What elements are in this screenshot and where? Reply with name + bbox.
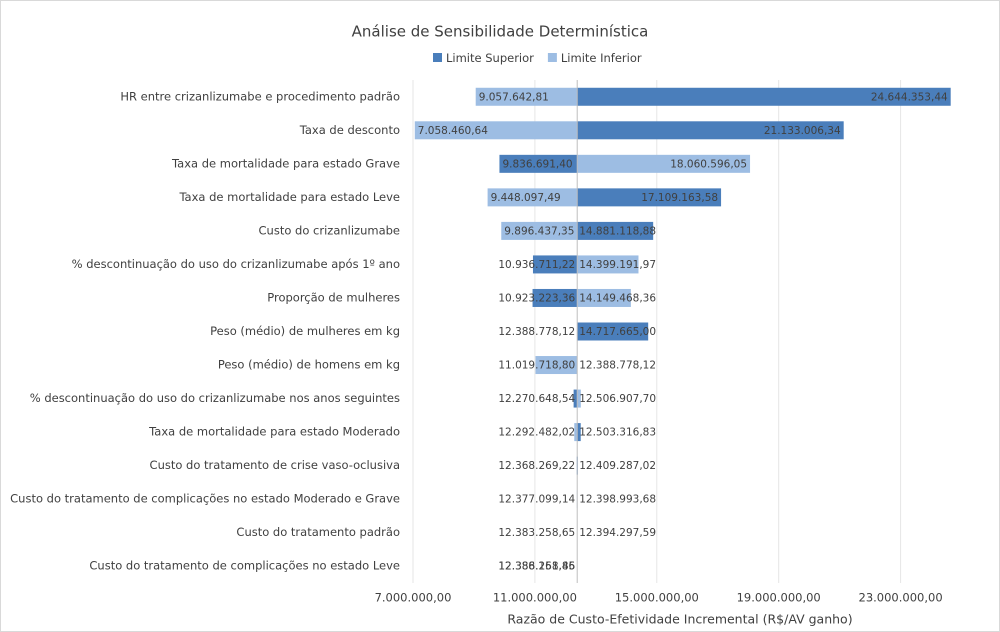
bar [577,389,581,408]
bar [487,188,578,207]
data-label: 18.060.596,05 [670,158,747,170]
category-label: Peso (médio) de homens em kg [218,358,400,372]
x-tick-label: 7.000.000,00 [375,591,452,605]
category-label: % descontinuação do uso do crizanlizumab… [30,391,400,405]
data-label: 14.717.665,00 [579,326,656,338]
x-tick-label: 15.000.000,00 [615,591,699,605]
data-label: 12.368.269,22 [498,460,575,472]
data-label: 21.133.006,34 [764,125,841,137]
legend-label: Limite Inferior [561,51,642,65]
x-axis-title: Razão de Custo-Efetividade Incremental (… [507,612,852,627]
bar [577,255,639,274]
category-label: HR entre crizanlizumabe e procedimento p… [120,89,400,103]
data-label: 11.019.718,80 [498,360,575,372]
data-label: 9.896.437,35 [504,225,574,237]
bar [577,121,844,140]
data-label: 12.388.261,46 [498,561,575,573]
data-label: 12.388.778,12 [498,326,575,338]
category-label: Custo do tratamento de complicações no e… [89,559,400,573]
data-label: 14.149.468,36 [579,292,656,304]
data-label: 12.270.648,54 [498,393,575,405]
category-label: Proporção de mulheres [267,290,400,304]
bar [535,356,578,375]
x-tick-label: 19.000.000,00 [737,591,821,605]
data-label: 24.644.353,44 [871,91,948,103]
chart-title: Análise de Sensibilidade Determinística [352,23,649,41]
bar [577,288,631,307]
x-tick-label: 11.000.000,00 [493,591,577,605]
data-label: 10.923.223,36 [498,292,575,304]
data-label: 10.936.711,22 [498,259,575,271]
category-label: Taxa de mortalidade para estado Grave [171,156,400,170]
data-label: 7.058.460,64 [418,125,488,137]
data-label: 12.388.778,12 [579,360,656,372]
category-label: Taxa de mortalidade para estado Moderado [148,425,400,439]
bar [499,154,578,173]
data-label: 9.836.691,40 [502,158,572,170]
data-label: 12.409.287,02 [579,460,656,472]
bar [577,322,649,341]
data-label: 12.506.907,70 [579,393,656,405]
bar [573,389,578,408]
bar [577,87,951,106]
bar [414,121,578,140]
category-label: % descontinuação do uso do crizanlizumab… [72,257,400,271]
data-label: 12.383.258,65 [498,527,575,539]
category-label: Custo do tratamento de complicações no e… [10,492,400,506]
data-label: 14.881.118,88 [579,225,656,237]
data-label: 12.386.158,85 [498,561,575,573]
bar [574,423,578,442]
data-label: 14.399.191,97 [579,259,656,271]
data-label: 17.109.163,58 [641,192,718,204]
bar [577,188,722,207]
category-label: Taxa de desconto [299,123,400,137]
bar [532,255,578,274]
category-label: Peso (médio) de mulheres em kg [210,324,400,338]
data-label: 12.398.993,68 [579,494,656,506]
data-label: 12.503.316,83 [579,427,656,439]
category-label: Custo do tratamento padrão [236,525,400,539]
bar [577,221,654,240]
legend-swatch [547,53,557,62]
legend-swatch [433,53,442,62]
legend-label: Limite Superior [446,51,534,65]
bar [475,87,578,106]
bar [532,288,578,307]
data-label: 12.394.297,59 [579,527,656,539]
category-label: Custo do tratamento de crise vaso-oclusi… [150,458,400,472]
category-label: Custo do crizanlizumabe [259,223,400,237]
bar [577,154,751,173]
data-label: 9.448.097,49 [491,192,561,204]
data-label: 12.292.482,02 [498,427,575,439]
bar [501,221,578,240]
bar [577,423,581,442]
data-label: 9.057.642,81 [479,91,549,103]
category-label: Taxa de mortalidade para estado Leve [178,190,400,204]
data-label: 12.377.099,14 [498,494,575,506]
x-tick-label: 23.000.000,00 [859,591,943,605]
